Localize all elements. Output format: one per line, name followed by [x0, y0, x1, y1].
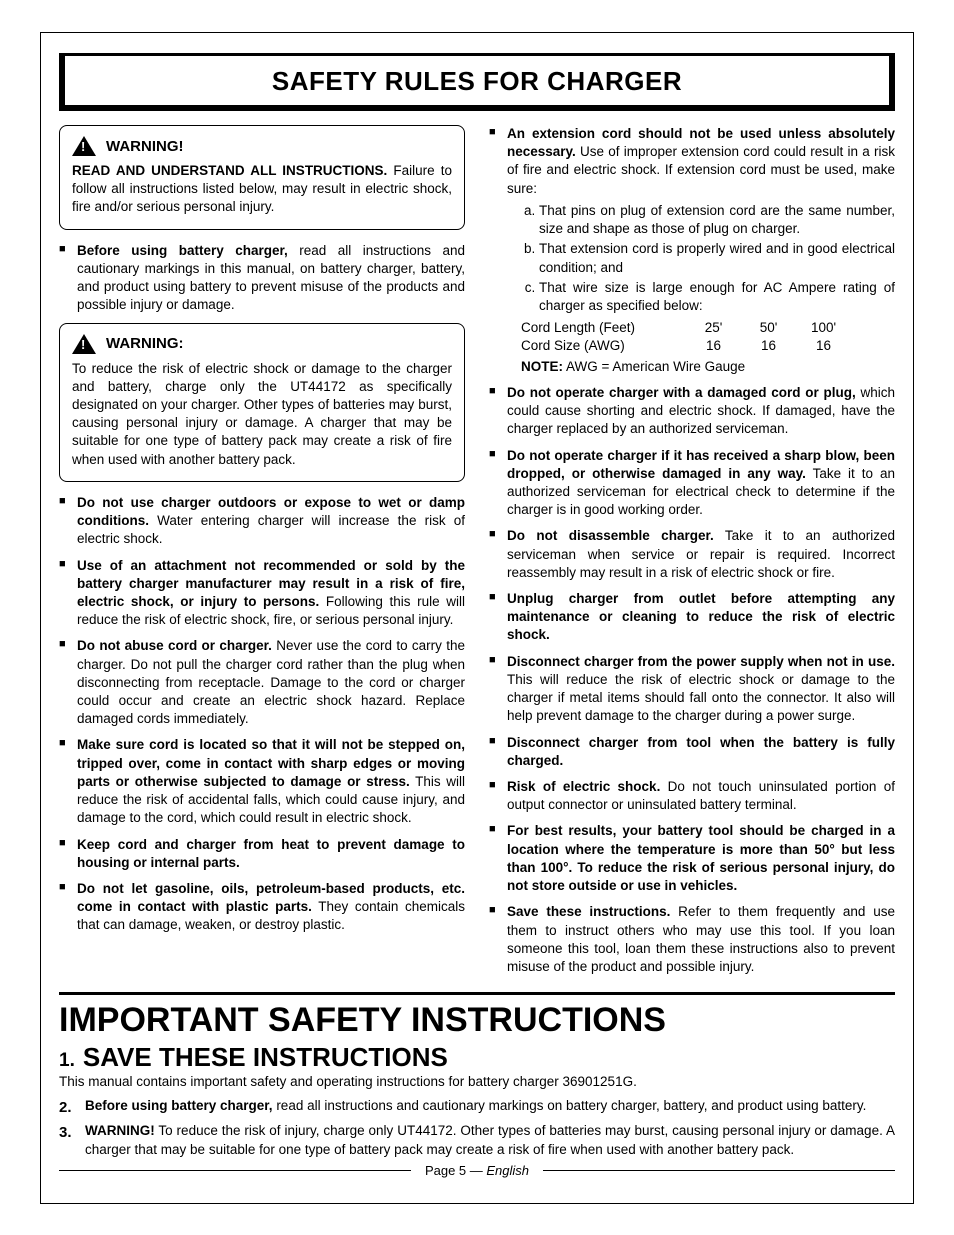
warning-box-2: WARNING: To reduce the risk of electric … — [59, 323, 465, 482]
item-number: 2. — [59, 1097, 72, 1118]
sub-item: That extension cord is properly wired an… — [539, 240, 895, 276]
page-title: SAFETY RULES FOR CHARGER — [65, 66, 889, 97]
bullet-bold: Risk of electric shock. — [507, 779, 660, 794]
bullet-text: This will reduce the risk of electric sh… — [507, 672, 895, 723]
warning-label: WARNING: — [106, 335, 184, 352]
warning-triangle-icon — [72, 334, 96, 354]
table-cell: 16 — [741, 337, 796, 355]
warning-2-text: To reduce the risk of electric shock or … — [72, 360, 452, 469]
warning-header: WARNING: — [72, 334, 452, 354]
bullet-before-using: Before using battery charger, read all i… — [59, 242, 465, 315]
table-row: Cord Size (AWG) 16 16 16 — [521, 337, 895, 355]
list-item: Disconnect charger from the power supply… — [489, 653, 895, 726]
item-text: read all instructions and cautionary mar… — [273, 1098, 867, 1113]
table-cell: 50' — [741, 319, 796, 337]
left-column: WARNING! READ AND UNDERSTAND ALL INSTRUC… — [59, 125, 465, 984]
save-title: SAVE THESE INSTRUCTIONS — [83, 1042, 448, 1073]
sub-item: That pins on plug of extension cord are … — [539, 202, 895, 238]
footer-text: Page 5 — English — [411, 1163, 543, 1178]
list-item: Do not operate charger if it has receive… — [489, 447, 895, 520]
save-subtitle: This manual contains important safety an… — [59, 1073, 895, 1091]
list-item: Save these instructions. Refer to them f… — [489, 903, 895, 976]
bullet-bold: Disconnect charger from tool when the ba… — [507, 735, 895, 768]
note-text: AWG = American Wire Gauge — [563, 359, 745, 374]
sub-item: That wire size is large enough for AC Am… — [539, 279, 895, 315]
table-cell: 25' — [686, 319, 741, 337]
list-item: Do not disassemble charger. Take it to a… — [489, 527, 895, 582]
table-label: Cord Length (Feet) — [521, 319, 686, 337]
list-item: Use of an attachment not recommended or … — [59, 557, 465, 630]
warning-triangle-icon — [72, 136, 96, 156]
page-frame: SAFETY RULES FOR CHARGER WARNING! READ A… — [40, 32, 914, 1204]
page-footer: Page 5 — English — [59, 1170, 895, 1189]
page-number: Page 5 — — [425, 1163, 486, 1178]
page-language: English — [486, 1163, 529, 1178]
list-item: Make sure cord is located so that it wil… — [59, 736, 465, 827]
right-bullets: An extension cord should not be used unl… — [489, 125, 895, 976]
list-item: For best results, your battery tool shou… — [489, 822, 895, 895]
list-item: Disconnect charger from tool when the ba… — [489, 734, 895, 770]
bullet-bold: Keep cord and charger from heat to preve… — [77, 837, 465, 870]
numbered-item: 2. Before using battery charger, read all… — [59, 1097, 895, 1116]
two-column-layout: WARNING! READ AND UNDERSTAND ALL INSTRUC… — [59, 125, 895, 984]
numbered-item: 3. WARNING! To reduce the risk of injury,… — [59, 1122, 895, 1160]
bullet-bold: Before using battery charger, — [77, 243, 288, 258]
table-row: Cord Length (Feet) 25' 50' 100' — [521, 319, 895, 337]
section-divider — [59, 992, 895, 995]
item-bold: WARNING! — [85, 1123, 155, 1138]
right-column: An extension cord should not be used unl… — [489, 125, 895, 984]
bullet-bold: Do not operate charger with a damaged co… — [507, 385, 856, 400]
bullet-bold: Do not disassemble charger. — [507, 528, 714, 543]
item-number: 3. — [59, 1122, 72, 1143]
list-item: Do not abuse cord or charger. Never use … — [59, 637, 465, 728]
save-number: 1. — [59, 1050, 75, 1072]
warning-box-1: WARNING! READ AND UNDERSTAND ALL INSTRUC… — [59, 125, 465, 230]
bullet-bold: Make sure cord is located so that it wil… — [77, 737, 465, 788]
table-cell: 16 — [686, 337, 741, 355]
numbered-list: 2. Before using battery charger, read all… — [59, 1097, 895, 1160]
bullet-bold: Disconnect charger from the power supply… — [507, 654, 895, 669]
bullet-bold: For best results, your battery tool shou… — [507, 823, 895, 893]
table-label: Cord Size (AWG) — [521, 337, 686, 355]
item-bold: Before using battery charger, — [85, 1098, 273, 1113]
important-section: IMPORTANT SAFETY INSTRUCTIONS 1. SAVE TH… — [59, 1001, 895, 1160]
extension-sublist: That pins on plug of extension cord are … — [507, 202, 895, 315]
note-bold: NOTE: — [521, 359, 563, 374]
list-item: Unplug charger from outlet before attemp… — [489, 590, 895, 645]
warning-1-lead: READ AND UNDERSTAND ALL INSTRUCTIONS. — [72, 163, 387, 178]
list-item: Do not let gasoline, oils, petroleum-bas… — [59, 880, 465, 935]
awg-note: NOTE: AWG = American Wire Gauge — [521, 358, 895, 376]
save-instructions-heading: 1. SAVE THESE INSTRUCTIONS — [59, 1042, 895, 1073]
table-cell: 100' — [796, 319, 851, 337]
list-item: Do not operate charger with a damaged co… — [489, 384, 895, 439]
item-text: To reduce the risk of injury, charge onl… — [85, 1123, 895, 1157]
left-top-bullet: Before using battery charger, read all i… — [59, 242, 465, 315]
bullet-bold: Save these instructions. — [507, 904, 670, 919]
header-bar: SAFETY RULES FOR CHARGER — [59, 53, 895, 111]
list-item: Do not use charger outdoors or expose to… — [59, 494, 465, 549]
warning-label: WARNING! — [106, 138, 184, 155]
bullet-bold: Do not abuse cord or charger. — [77, 638, 272, 653]
cord-table: Cord Length (Feet) 25' 50' 100' Cord Siz… — [521, 319, 895, 355]
table-cell: 16 — [796, 337, 851, 355]
list-item: Risk of electric shock. Do not touch uni… — [489, 778, 895, 814]
warning-header: WARNING! — [72, 136, 452, 156]
list-item: Keep cord and charger from heat to preve… — [59, 836, 465, 872]
important-title: IMPORTANT SAFETY INSTRUCTIONS — [59, 1001, 895, 1040]
extension-cord-item: An extension cord should not be used unl… — [489, 125, 895, 376]
warning-1-text: READ AND UNDERSTAND ALL INSTRUCTIONS. Fa… — [72, 162, 452, 217]
bullet-bold: Unplug charger from outlet before attemp… — [507, 591, 895, 642]
left-bullets: Do not use charger outdoors or expose to… — [59, 494, 465, 935]
